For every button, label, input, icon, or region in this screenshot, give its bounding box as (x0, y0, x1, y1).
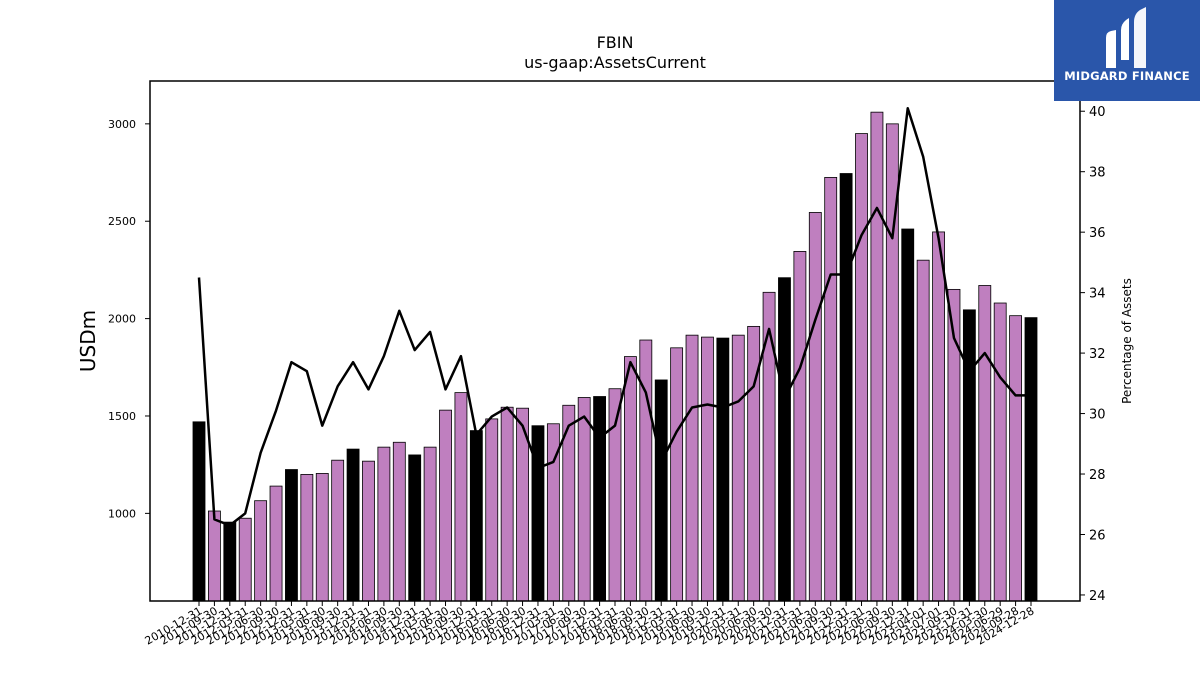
bar (685, 334, 699, 602)
bar (824, 176, 838, 602)
bar (469, 430, 483, 602)
bar (331, 459, 345, 602)
bar (808, 212, 822, 602)
bar (485, 418, 499, 602)
bar (269, 485, 283, 602)
y-tick-label: 1500 (108, 410, 136, 423)
x-axis: 2010-12-312011-09-302011-12-312012-03-31… (143, 601, 1037, 648)
bar (793, 251, 807, 602)
bar (932, 231, 945, 602)
bar (254, 500, 268, 602)
bar (778, 277, 791, 602)
bar (639, 339, 653, 602)
bar (916, 259, 930, 602)
logo-mark-icon (1106, 7, 1146, 68)
bar (1009, 315, 1023, 602)
bar (285, 469, 298, 602)
bar (454, 392, 468, 602)
y-tick-label: 2500 (108, 215, 136, 228)
bar (593, 396, 607, 602)
bar (993, 302, 1007, 602)
bar (701, 336, 714, 602)
y2-tick-label: 38 (1089, 166, 1106, 181)
bar (978, 285, 992, 602)
bar (870, 111, 884, 602)
bar (192, 421, 206, 602)
midgard-finance-logo: MIDGARD FINANCE (1054, 0, 1200, 101)
bar (439, 409, 452, 602)
bar (500, 406, 514, 602)
bar (731, 334, 745, 602)
bar (346, 448, 360, 602)
bar (1024, 317, 1038, 602)
bar (377, 446, 391, 602)
chart-subtitle: us-gaap:AssetsCurrent (524, 53, 706, 72)
bar-group (192, 111, 1038, 602)
bar (362, 460, 375, 602)
logo-text: MIDGARD FINANCE (1064, 69, 1190, 83)
y2-tick-label: 34 (1089, 287, 1106, 302)
bar (423, 446, 437, 602)
y2-tick-label: 30 (1089, 408, 1106, 423)
y2-tick-label: 40 (1089, 105, 1106, 120)
bar (839, 173, 853, 602)
pct-line-layer (197, 106, 1031, 527)
bar (223, 521, 237, 602)
y-axis-right: 24 26 28 30 32 34 36 38 40 (1080, 105, 1106, 604)
bar (670, 347, 684, 602)
bar (531, 425, 545, 602)
bar (392, 441, 406, 602)
bar (408, 454, 422, 602)
bar (577, 397, 591, 602)
y2-tick-label: 32 (1089, 347, 1106, 362)
bar (300, 474, 314, 602)
y2-tick-label: 26 (1089, 528, 1106, 543)
y2-tick-label: 36 (1089, 226, 1106, 241)
y2-tick-label: 24 (1089, 589, 1106, 604)
y-tick-label: 3000 (108, 118, 136, 131)
y-tick-label: 1000 (108, 507, 136, 520)
y-axis-left: 1000 1500 2000 2500 3000 (108, 118, 150, 520)
pct-of-assets-line (197, 106, 1031, 527)
bar (901, 228, 915, 602)
chart-title: FBIN (597, 33, 634, 52)
y2-tick-label: 28 (1089, 468, 1106, 483)
bar (654, 379, 668, 602)
bar (716, 337, 730, 602)
y2-axis-label: Percentage of Assets (1120, 278, 1134, 404)
bar (855, 133, 868, 602)
y-tick-label: 2000 (108, 313, 136, 326)
bar (207, 510, 221, 602)
bar (962, 309, 976, 602)
bar (238, 517, 252, 602)
bar (315, 473, 329, 602)
bar (762, 291, 776, 602)
bar (624, 356, 637, 602)
y-axis-label: USDm (76, 310, 100, 372)
